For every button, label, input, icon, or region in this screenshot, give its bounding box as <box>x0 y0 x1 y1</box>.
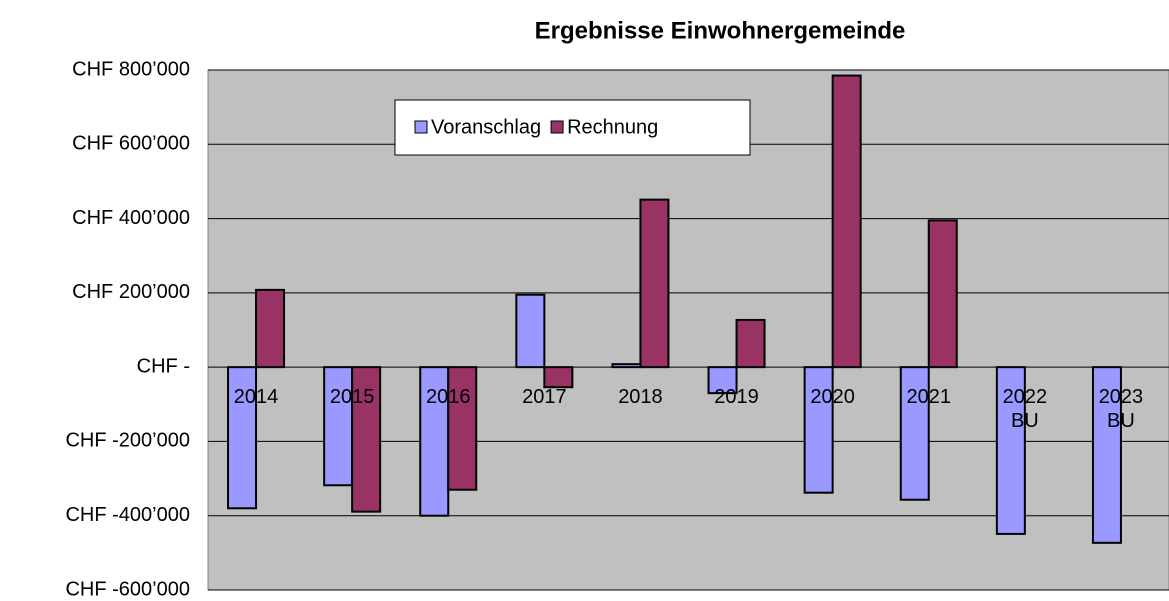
bar <box>803 366 834 494</box>
bar <box>255 288 286 369</box>
bar <box>419 366 450 517</box>
x-tick-label: 2017 <box>522 386 567 409</box>
bar <box>447 366 478 491</box>
bar <box>927 219 958 369</box>
x-tick-label: 2020 <box>810 386 855 409</box>
bar <box>735 318 766 369</box>
bar <box>515 293 546 369</box>
bar <box>899 366 930 501</box>
x-tick-label: 2019 <box>714 386 759 409</box>
bar <box>995 366 1026 535</box>
y-tick-label: CHF -200’000 <box>65 430 190 452</box>
y-tick-label: CHF -600’000 <box>65 578 190 600</box>
y-tick-label: CHF 400’000 <box>72 207 190 229</box>
y-tick-label: CHF 600’000 <box>72 133 190 155</box>
y-tick-label: CHF 200’000 <box>72 281 190 303</box>
y-tick-label: CHF - <box>137 355 190 377</box>
legend-swatch <box>550 120 564 134</box>
bar <box>1091 366 1122 544</box>
legend-swatch <box>414 120 428 134</box>
bar <box>351 366 382 513</box>
bar <box>543 366 574 389</box>
legend-box <box>394 99 751 156</box>
bar <box>639 198 670 369</box>
x-tick-label: 2022 BU <box>1002 386 1048 433</box>
bar <box>323 366 354 487</box>
legend-label: Voranschlag <box>431 116 541 138</box>
legend-label: Rechnung <box>567 116 658 138</box>
y-tick-label: CHF 800’000 <box>72 58 190 80</box>
y-tick-label: CHF -400’000 <box>65 504 190 526</box>
x-tick-label: 2021 <box>906 386 952 409</box>
x-tick-label: 2018 <box>618 386 663 409</box>
x-tick-label: 2016 <box>426 386 471 409</box>
bar <box>831 74 862 369</box>
bar <box>611 363 642 369</box>
bar <box>707 366 738 395</box>
x-tick-label: 2023 BU <box>1098 386 1144 433</box>
chart-title: Ergebnisse Einwohnergemeinde <box>535 17 906 44</box>
x-tick-label: 2015 <box>329 386 375 409</box>
x-tick-label: 2014 <box>233 386 279 409</box>
bar <box>227 366 258 510</box>
